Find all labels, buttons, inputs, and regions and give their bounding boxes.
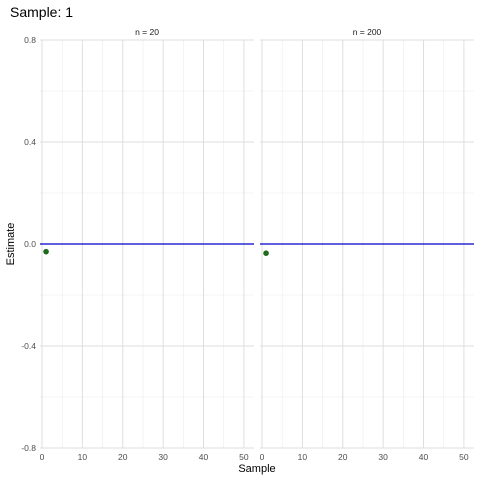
x-tick-label: 0 <box>40 452 45 462</box>
y-tick-label: -0.4 <box>21 341 36 351</box>
x-tick-label: 10 <box>78 452 88 462</box>
x-tick-label: 40 <box>419 452 429 462</box>
x-axis-label: Sample <box>238 463 275 475</box>
data-point <box>263 250 269 256</box>
x-tick-label: 50 <box>459 452 469 462</box>
data-point <box>43 248 49 255</box>
x-tick-label: 10 <box>298 452 308 462</box>
y-axis-label: Estimate <box>5 223 17 266</box>
x-tick-label: 20 <box>118 452 128 462</box>
x-tick-label: 30 <box>378 452 388 462</box>
x-tick-label: 20 <box>338 452 348 462</box>
facet-panel: n = 200 0 10 20 30 40 50 <box>260 27 474 462</box>
x-tick-label: 50 <box>239 452 249 462</box>
y-tick-label: 0.4 <box>24 137 36 147</box>
facet-strip-label: n = 200 <box>353 27 382 37</box>
y-tick-label: 0.8 <box>24 35 36 45</box>
x-tick-label: 0 <box>260 452 265 462</box>
x-tick-label: 40 <box>199 452 209 462</box>
chart-title: Sample: 1 <box>10 4 73 20</box>
x-tick-label: 30 <box>158 452 168 462</box>
facet-strip-label: n = 20 <box>135 27 159 37</box>
y-tick-label: 0.0 <box>24 239 36 249</box>
y-tick-label: -0.8 <box>21 443 36 453</box>
facet-panel: n = 20 0 10 20 30 40 50 <box>40 27 254 462</box>
